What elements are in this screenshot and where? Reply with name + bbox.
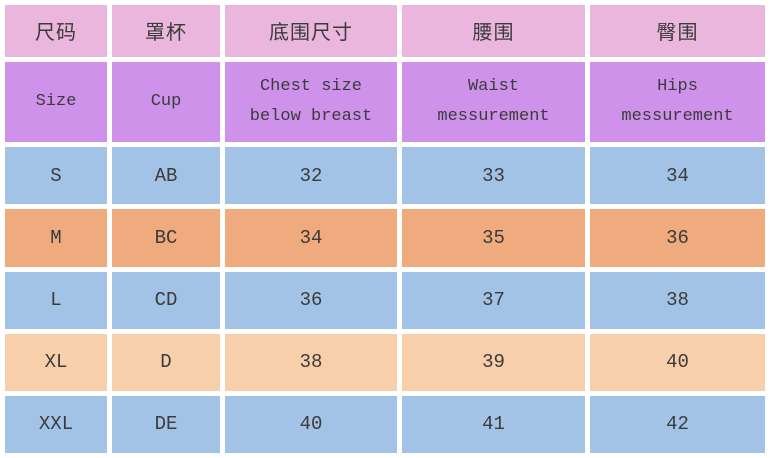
size-cell: L	[5, 271, 107, 329]
header-zh-waist: 腰围	[402, 5, 585, 58]
size-cell: M	[5, 209, 107, 267]
waist-cell: 37	[402, 271, 585, 329]
header-en-hips: Hips messurement	[590, 62, 765, 143]
table-row-l: L CD 36 37 38	[5, 271, 765, 329]
header-en-hips-line1: Hips	[657, 77, 698, 97]
header-en-size: Size	[5, 62, 107, 143]
header-zh-hips: 臀围	[590, 5, 765, 58]
size-cell: XL	[5, 333, 107, 391]
hips-cell: 40	[590, 333, 765, 391]
waist-cell: 35	[402, 209, 585, 267]
hips-cell: 42	[590, 395, 765, 453]
header-row-chinese: 尺码 罩杯 底围尺寸 腰围 臀围	[5, 5, 765, 58]
chest-cell: 32	[225, 147, 397, 205]
hips-cell: 38	[590, 271, 765, 329]
hips-cell: 34	[590, 147, 765, 205]
chest-cell: 38	[225, 333, 397, 391]
table-row-xl: XL D 38 39 40	[5, 333, 765, 391]
hips-cell: 36	[590, 209, 765, 267]
chest-cell: 40	[225, 395, 397, 453]
cup-cell: BC	[112, 209, 220, 267]
table-row-m: M BC 34 35 36	[5, 209, 765, 267]
header-zh-cup: 罩杯	[112, 5, 220, 58]
header-en-waist-line1: Waist	[467, 77, 519, 97]
header-en-waist-line2: messurement	[437, 107, 550, 127]
header-row-english: Size Cup Chest size below breast Waist m…	[5, 62, 765, 143]
header-en-chest: Chest size below breast	[225, 62, 397, 143]
cup-cell: D	[112, 333, 220, 391]
header-en-cup-line: Cup	[150, 92, 182, 112]
chest-cell: 34	[225, 209, 397, 267]
header-zh-size: 尺码	[5, 5, 107, 58]
cup-cell: CD	[112, 271, 220, 329]
waist-cell: 41	[402, 395, 585, 453]
header-en-chest-line2: below breast	[249, 107, 373, 127]
table-row-s: S AB 32 33 34	[5, 147, 765, 205]
waist-cell: 33	[402, 147, 585, 205]
waist-cell: 39	[402, 333, 585, 391]
cup-cell: DE	[112, 395, 220, 453]
header-en-chest-line1: Chest size	[259, 77, 363, 97]
header-en-hips-line2: messurement	[621, 107, 734, 127]
size-cell: S	[5, 147, 107, 205]
cup-cell: AB	[112, 147, 220, 205]
header-en-cup: Cup	[112, 62, 220, 143]
chest-cell: 36	[225, 271, 397, 329]
header-en-waist: Waist messurement	[402, 62, 585, 143]
size-cell: XXL	[5, 395, 107, 453]
header-en-size-line: Size	[35, 92, 77, 112]
header-zh-underbust: 底围尺寸	[225, 5, 397, 58]
table-row-xxl: XXL DE 40 41 42	[5, 395, 765, 453]
